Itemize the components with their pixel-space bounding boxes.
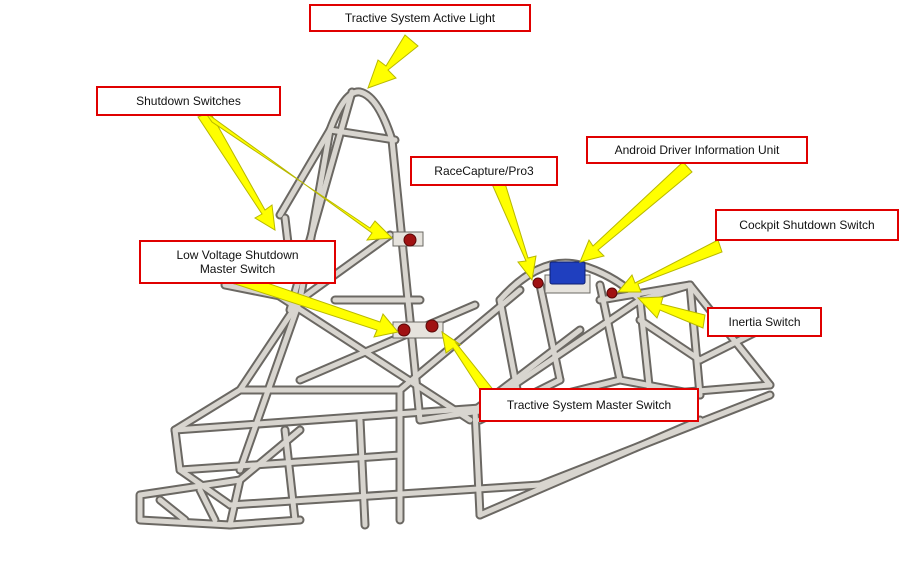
racecapture-knob	[532, 277, 544, 289]
callout-arrow	[491, 179, 537, 282]
frame-illustration	[135, 87, 775, 530]
callout-arrow	[579, 161, 693, 263]
callout-arrow	[616, 239, 723, 293]
label-racecapture-pro3: RaceCapture/Pro3	[410, 156, 558, 186]
callout-arrow	[204, 111, 394, 241]
switch-knobs	[397, 233, 618, 337]
android-display	[549, 261, 586, 285]
label-shutdown-switches: Shutdown Switches	[96, 86, 281, 116]
callout-arrow	[636, 296, 706, 329]
callout-arrow	[197, 111, 276, 231]
callout-arrows	[197, 34, 723, 403]
label-inertia-switch: Inertia Switch	[707, 307, 822, 337]
shutdown-switch-knob	[403, 233, 417, 247]
label-cockpit-shutdown-switch: Cockpit Shutdown Switch	[715, 209, 899, 241]
switch-mounting-plates	[392, 231, 591, 339]
callout-arrow	[367, 34, 419, 89]
ts-master-knob	[425, 319, 439, 333]
label-tractive-system-active-light: Tractive System Active Light	[309, 4, 531, 32]
label-lv-line2: Master Switch	[199, 262, 276, 276]
label-android-driver-information-unit: Android Driver Information Unit	[586, 136, 808, 164]
cockpit-switch-knob	[606, 287, 618, 299]
label-tractive-system-master-switch: Tractive System Master Switch	[479, 388, 699, 422]
lv-master-knob	[397, 323, 411, 337]
label-low-voltage-shutdown-master-switch: Low Voltage Shutdown Master Switch	[139, 240, 336, 284]
label-lv-line1: Low Voltage Shutdown	[176, 248, 299, 262]
